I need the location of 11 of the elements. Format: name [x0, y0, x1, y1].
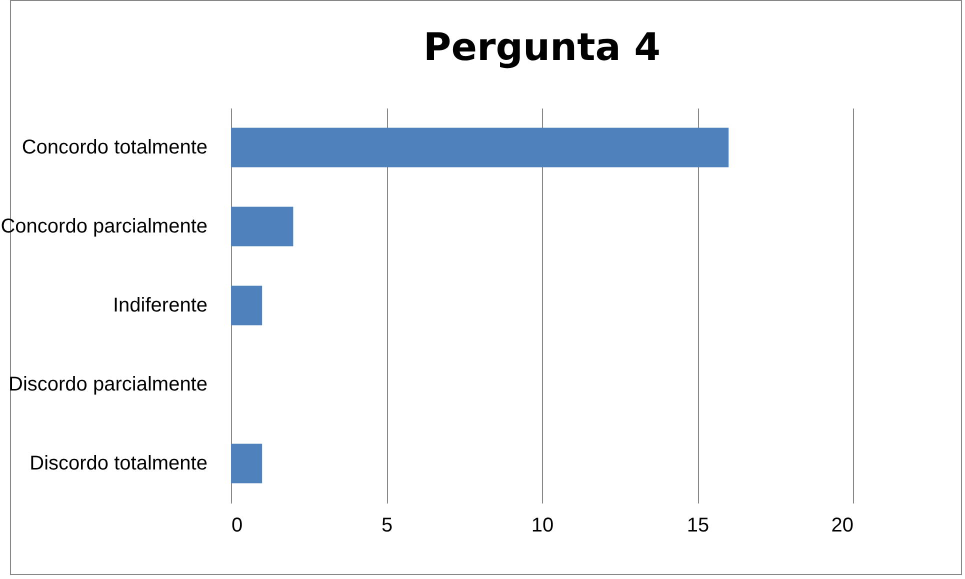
y-tick-label: Discordo parcialmente [8, 374, 208, 396]
x-tick-label: 10 [531, 514, 554, 536]
y-tick-label: Concordo parcialmente [0, 216, 208, 238]
x-tick-label: 15 [686, 514, 710, 536]
y-tick-label: Discordo totalmente [30, 452, 208, 474]
y-tick-label: Indiferente [112, 294, 208, 316]
x-tick-label: 20 [831, 514, 854, 536]
x-tick-label: 5 [381, 514, 393, 536]
x-tick-label: 0 [232, 514, 243, 536]
chart-title: Pergunta 4 [423, 25, 661, 69]
y-tick-label: Concordo totalmente [22, 136, 208, 158]
